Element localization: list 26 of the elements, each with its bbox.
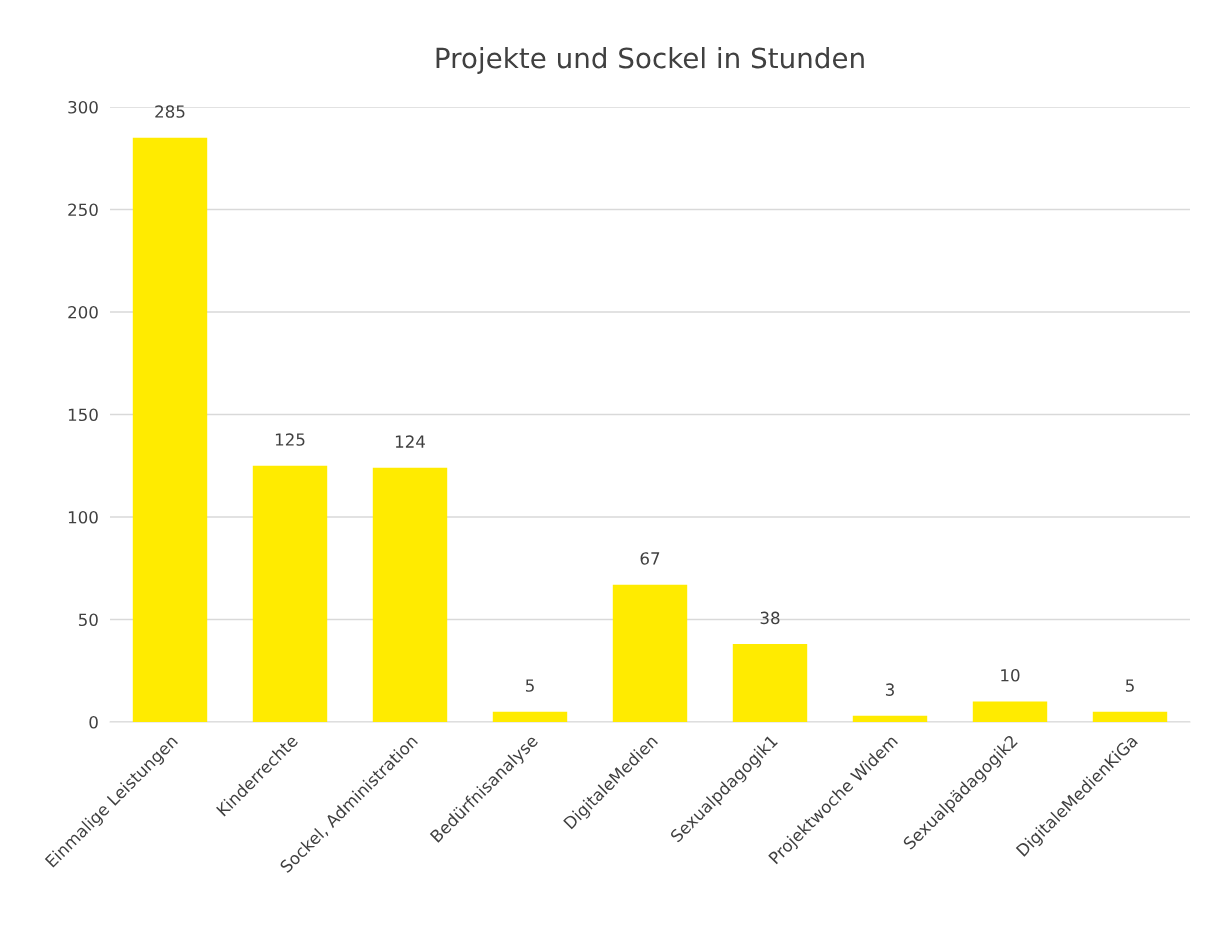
data-label: 67: [640, 552, 660, 565]
data-label: 3: [885, 683, 894, 696]
bar: [492, 711, 568, 722]
bar: [972, 701, 1048, 722]
y-tick-label: 250: [68, 203, 98, 217]
bar: [1092, 711, 1168, 722]
bar: [612, 584, 688, 722]
bar: [132, 137, 208, 722]
bar: [372, 467, 448, 722]
y-tick-label: 150: [68, 408, 98, 422]
y-tick-label: 200: [68, 305, 98, 319]
y-tick-label: 0: [89, 715, 98, 729]
y-tick-label: 100: [68, 510, 98, 524]
chart-title: Projekte und Sockel in Stunden: [436, 47, 864, 74]
data-label: 285: [155, 105, 185, 118]
data-label: 38: [760, 611, 780, 625]
bar: [252, 465, 328, 722]
data-label: 10: [1001, 669, 1020, 682]
data-label: 5: [525, 679, 534, 692]
data-label: 124: [395, 435, 425, 448]
bar: [732, 644, 808, 722]
y-tick-label: 300: [68, 100, 98, 114]
bar: [852, 715, 928, 722]
data-label: 5: [1125, 679, 1134, 692]
y-tick-label: 50: [78, 613, 98, 627]
data-label: 125: [275, 433, 305, 446]
